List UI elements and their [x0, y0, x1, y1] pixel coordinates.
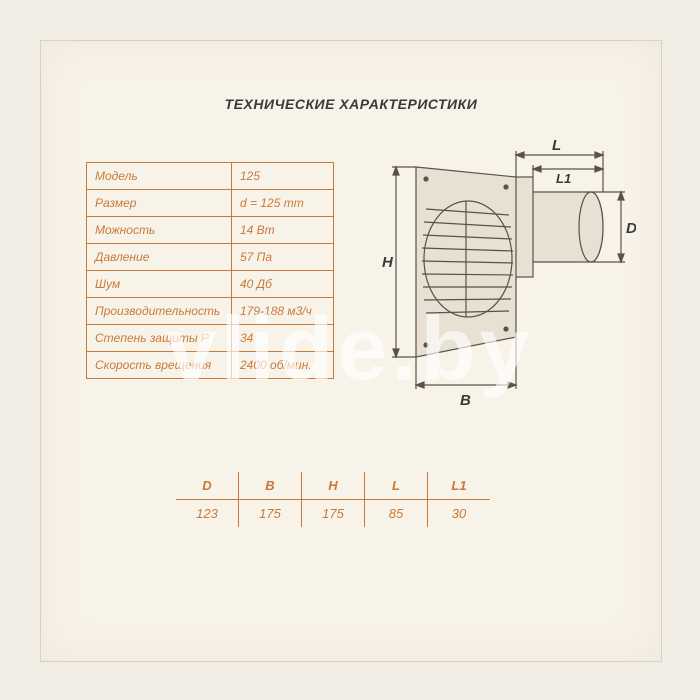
spec-label: Шум	[87, 271, 232, 298]
dim-header: D	[176, 472, 239, 500]
spec-label: Можность	[87, 217, 232, 244]
table-row: Давление57 Па	[87, 244, 334, 271]
table-row: D B H L L1	[176, 472, 490, 500]
dim-value: 123	[176, 500, 239, 528]
dim-value: 85	[365, 500, 428, 528]
spec-value: 34	[232, 325, 334, 352]
spec-value: 125	[232, 163, 334, 190]
table-row: Степень защиты P34	[87, 325, 334, 352]
dim-label-l1: L1	[556, 171, 571, 186]
table-row: Скорость врещения2400 об/мин.	[87, 352, 334, 379]
dim-label-l: L	[552, 137, 561, 154]
spec-value: 40 Дб	[232, 271, 334, 298]
spec-label: Давление	[87, 244, 232, 271]
fan-diagram: H B D L L1	[376, 137, 636, 417]
table-row: Модель125	[87, 163, 334, 190]
spec-label: Степень защиты P	[87, 325, 232, 352]
spec-value: 2400 об/мин.	[232, 352, 334, 379]
spec-label: Размер	[87, 190, 232, 217]
dim-header: L1	[428, 472, 491, 500]
spec-value: 57 Па	[232, 244, 334, 271]
dim-label-b: B	[460, 392, 471, 409]
table-row: 123 175 175 85 30	[176, 500, 490, 528]
spec-value: 179-188 м3/ч	[232, 298, 334, 325]
dim-value: 175	[239, 500, 302, 528]
spec-label: Скорость врещения	[87, 352, 232, 379]
table-row: Шум40 Дб	[87, 271, 334, 298]
spec-label: Производительность	[87, 298, 232, 325]
dimensions-table: D B H L L1 123 175 175 85 30	[176, 472, 490, 527]
spec-sheet: ТЕХНИЧЕСКИЕ ХАРАКТЕРИСТИКИ Модель125 Раз…	[40, 40, 662, 662]
dim-value: 175	[302, 500, 365, 528]
dim-header: L	[365, 472, 428, 500]
spec-label: Модель	[87, 163, 232, 190]
spec-value: d = 125 mm	[232, 190, 334, 217]
page-title: ТЕХНИЧЕСКИЕ ХАРАКТЕРИСТИКИ	[41, 96, 661, 112]
specs-table: Модель125 Размерd = 125 mm Можность14 Вт…	[86, 162, 334, 379]
dim-label-h: H	[382, 254, 394, 271]
dim-value: 30	[428, 500, 491, 528]
table-row: Можность14 Вт	[87, 217, 334, 244]
table-row: Производительность179-188 м3/ч	[87, 298, 334, 325]
dim-header: H	[302, 472, 365, 500]
spec-value: 14 Вт	[232, 217, 334, 244]
dim-label-d: D	[626, 220, 636, 237]
table-row: Размерd = 125 mm	[87, 190, 334, 217]
dim-header: B	[239, 472, 302, 500]
